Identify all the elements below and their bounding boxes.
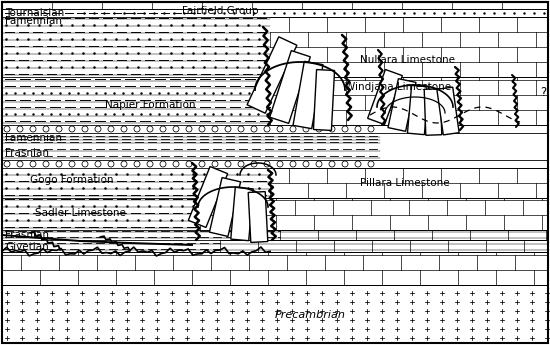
Text: Fairfield Group: Fairfield Group [182,6,258,16]
Text: Frasnian: Frasnian [5,148,49,158]
Text: Pillara Limestone: Pillara Limestone [360,178,450,188]
Text: Frasnian: Frasnian [5,230,49,240]
Text: Nullara Limestone: Nullara Limestone [360,55,455,65]
Text: Precambrian: Precambrian [274,310,345,320]
Polygon shape [314,70,334,130]
Polygon shape [210,178,240,236]
Polygon shape [270,51,310,124]
Text: Famennian: Famennian [5,16,62,26]
Polygon shape [293,61,323,129]
Polygon shape [367,69,403,125]
Text: Napier Formation: Napier Formation [105,100,195,110]
Text: ?: ? [540,86,546,99]
Text: Famennian: Famennian [5,133,62,143]
Polygon shape [247,37,297,113]
Polygon shape [248,191,268,243]
Polygon shape [437,87,459,135]
Polygon shape [388,79,416,131]
Text: Sadler Limestone: Sadler Limestone [35,208,126,218]
Polygon shape [231,187,253,241]
Polygon shape [424,89,442,135]
Polygon shape [188,167,228,227]
Text: Tournaisian: Tournaisian [5,8,64,18]
Text: Windjana Limestone: Windjana Limestone [345,82,451,92]
Polygon shape [408,85,428,135]
Text: Givetian: Givetian [5,242,49,252]
Text: Gogo Formation: Gogo Formation [30,175,113,185]
